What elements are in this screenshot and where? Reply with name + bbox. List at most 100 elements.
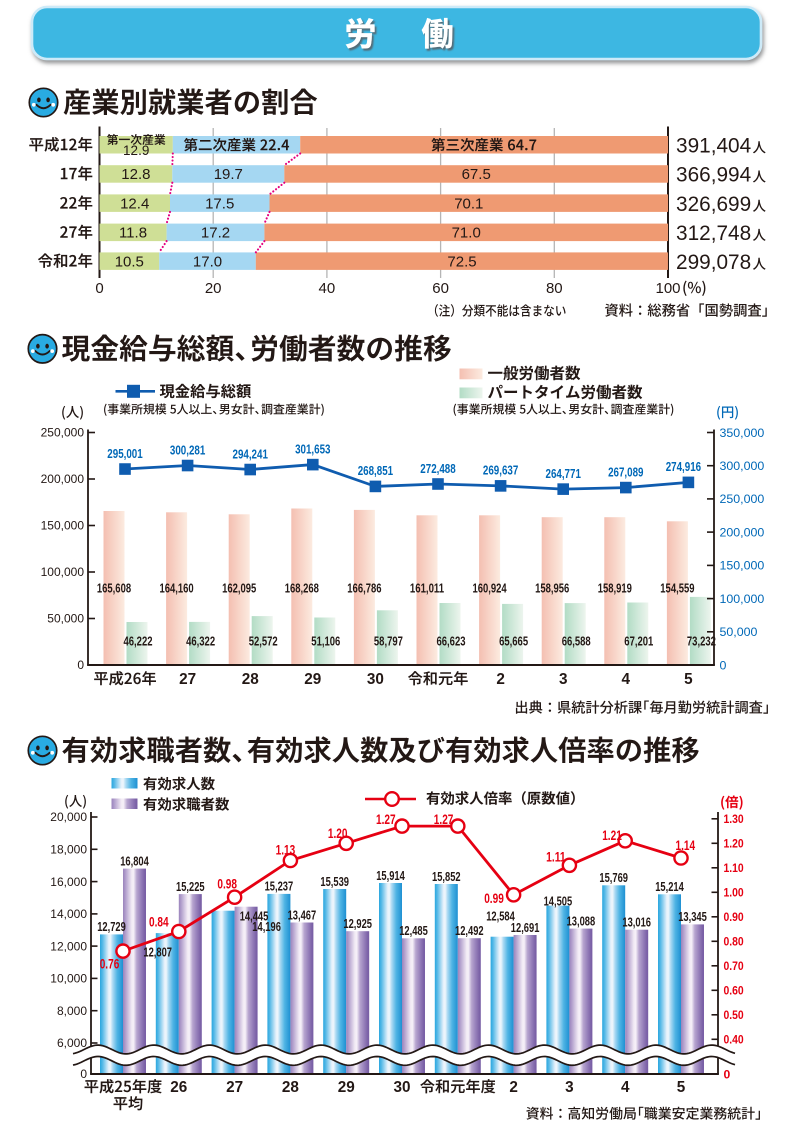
svg-text:267,089: 267,089 (608, 464, 643, 479)
svg-text:12.4: 12.4 (120, 195, 149, 212)
svg-text:200,000: 200,000 (720, 525, 765, 539)
svg-text:12,492: 12,492 (455, 923, 484, 938)
svg-text:13,345: 13,345 (678, 909, 707, 924)
svg-text:1.10: 1.10 (724, 861, 744, 875)
svg-text:28: 28 (242, 671, 260, 688)
svg-text:250,000: 250,000 (720, 492, 765, 506)
svg-text:3: 3 (559, 671, 568, 688)
svg-text:300,281: 300,281 (170, 442, 205, 457)
svg-text:29: 29 (304, 671, 321, 688)
svg-text:52,572: 52,572 (249, 634, 278, 649)
svg-text:4: 4 (622, 671, 631, 688)
svg-text:295,001: 295,001 (107, 446, 142, 461)
svg-text:0: 0 (77, 658, 84, 672)
svg-text:164,160: 164,160 (160, 580, 194, 595)
svg-text:71.0: 71.0 (452, 225, 481, 242)
svg-text:12,729: 12,729 (97, 919, 126, 934)
svg-text:12.9: 12.9 (123, 143, 149, 158)
svg-text:0: 0 (720, 658, 727, 672)
svg-text:272,488: 272,488 (420, 461, 455, 476)
svg-text:15,769: 15,769 (599, 870, 628, 885)
svg-text:17.2: 17.2 (201, 225, 230, 242)
svg-text:350,000: 350,000 (720, 426, 765, 440)
svg-text:269,637: 269,637 (483, 463, 518, 478)
svg-text:20,000: 20,000 (50, 810, 87, 824)
svg-text:158,919: 158,919 (598, 580, 632, 595)
svg-text:11.8: 11.8 (119, 225, 147, 242)
svg-text:67.5: 67.5 (462, 166, 491, 183)
svg-text:100,000: 100,000 (720, 592, 765, 606)
svg-text:6,000: 6,000 (57, 1036, 87, 1050)
svg-text:154,559: 154,559 (660, 580, 694, 595)
svg-text:66,623: 66,623 (437, 634, 466, 649)
svg-text:301,653: 301,653 (295, 441, 330, 456)
svg-text:30: 30 (393, 1079, 410, 1096)
svg-text:16,804: 16,804 (120, 853, 149, 868)
svg-text:27: 27 (226, 1079, 243, 1096)
svg-text:12,807: 12,807 (143, 944, 172, 959)
svg-text:80: 80 (546, 280, 563, 297)
svg-text:51,106: 51,106 (311, 634, 340, 649)
svg-text:0.84: 0.84 (149, 914, 169, 929)
svg-text:50,000: 50,000 (47, 612, 84, 626)
svg-text:0.80: 0.80 (724, 935, 744, 949)
svg-text:0.76: 0.76 (100, 956, 120, 971)
svg-text:5: 5 (684, 671, 693, 688)
svg-text:46,222: 46,222 (124, 634, 153, 649)
svg-text:40: 40 (319, 280, 336, 297)
svg-text:0.98: 0.98 (217, 877, 237, 892)
svg-text:16,000: 16,000 (50, 875, 87, 889)
svg-text:150,000: 150,000 (720, 559, 765, 573)
svg-text:26: 26 (170, 1079, 187, 1096)
svg-text:268,851: 268,851 (358, 463, 393, 478)
svg-text:1.13: 1.13 (276, 843, 296, 858)
svg-text:150,000: 150,000 (41, 519, 85, 533)
svg-text:1.27: 1.27 (376, 812, 396, 827)
svg-text:30: 30 (367, 671, 384, 688)
svg-text:2: 2 (496, 671, 505, 688)
svg-text:299,078: 299,078 (676, 251, 751, 274)
svg-text:50,000: 50,000 (720, 625, 758, 639)
svg-text:28: 28 (282, 1079, 300, 1096)
svg-text:162,095: 162,095 (222, 580, 256, 595)
svg-text:1.14: 1.14 (676, 838, 696, 853)
svg-text:168,268: 168,268 (285, 580, 319, 595)
svg-text:264,771: 264,771 (546, 466, 581, 481)
svg-text:1.00: 1.00 (724, 886, 744, 900)
svg-text:13,016: 13,016 (622, 915, 651, 930)
svg-text:160,924: 160,924 (473, 580, 508, 595)
svg-text:65,665: 65,665 (499, 634, 528, 649)
svg-text:27: 27 (179, 671, 196, 688)
svg-text:3: 3 (565, 1079, 574, 1096)
svg-text:294,241: 294,241 (233, 446, 268, 461)
svg-text:312,748: 312,748 (676, 222, 751, 245)
svg-text:17.0: 17.0 (193, 253, 222, 270)
svg-text:1.11: 1.11 (546, 850, 566, 865)
svg-text:0: 0 (95, 280, 103, 297)
svg-text:15,914: 15,914 (376, 868, 405, 883)
svg-text:0.60: 0.60 (724, 984, 744, 998)
svg-text:20: 20 (205, 280, 222, 297)
svg-text:1.20: 1.20 (328, 826, 348, 841)
svg-text:366,994: 366,994 (676, 164, 751, 187)
svg-text:5: 5 (677, 1079, 686, 1096)
svg-text:250,000: 250,000 (41, 426, 85, 440)
svg-text:274,916: 274,916 (666, 459, 701, 474)
svg-text:29: 29 (338, 1079, 355, 1096)
svg-text:10,000: 10,000 (50, 972, 87, 986)
svg-text:200,000: 200,000 (41, 472, 85, 486)
svg-text:158,956: 158,956 (535, 580, 569, 595)
svg-text:326,699: 326,699 (676, 193, 751, 216)
svg-text:161,011: 161,011 (410, 580, 444, 595)
svg-text:2: 2 (509, 1079, 518, 1096)
svg-text:1.30: 1.30 (724, 812, 744, 826)
svg-text:0.90: 0.90 (724, 910, 744, 924)
svg-text:0.70: 0.70 (724, 959, 744, 973)
svg-text:15,214: 15,214 (655, 879, 684, 894)
svg-text:14,505: 14,505 (544, 894, 573, 909)
svg-text:15,539: 15,539 (320, 874, 349, 889)
svg-text:0: 0 (724, 1067, 731, 1081)
svg-text:19.7: 19.7 (214, 166, 243, 183)
svg-text:12,925: 12,925 (343, 916, 372, 931)
svg-text:12,000: 12,000 (50, 939, 87, 953)
